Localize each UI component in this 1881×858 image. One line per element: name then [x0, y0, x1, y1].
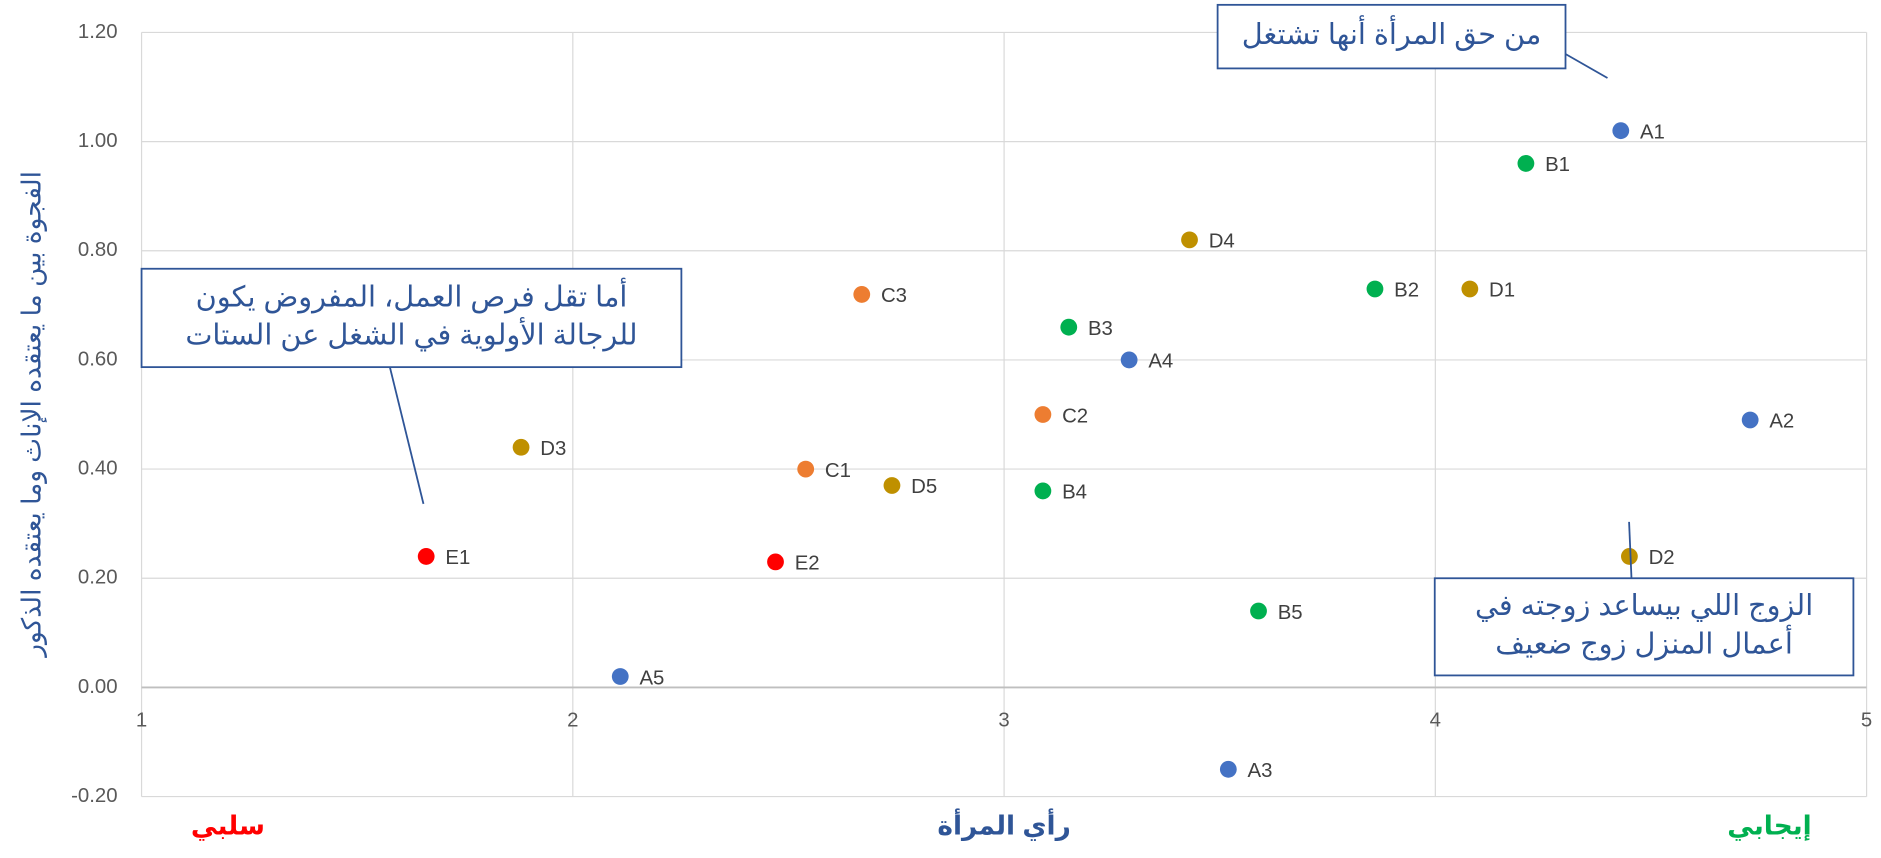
callout-text: من حق المرأة أنها تشتغل: [1242, 14, 1542, 51]
point: [1250, 602, 1267, 620]
point: [797, 460, 815, 478]
point: [1060, 318, 1078, 336]
negative-label: سلبي: [191, 811, 265, 841]
callout-box: [1433, 577, 1855, 677]
callout-text: أعمال المنزل زوج ضعيف: [1495, 624, 1793, 662]
point: [1034, 406, 1052, 423]
x-tick-label: 2: [567, 709, 578, 731]
callout-leader: [1565, 53, 1608, 79]
point-label: A2: [1769, 411, 1794, 433]
point: [1612, 122, 1630, 140]
y-tick-label: -0.20: [71, 785, 117, 807]
x-tick-label: 4: [1430, 709, 1441, 731]
point-label: C1: [825, 460, 851, 482]
point-label: C3: [881, 285, 907, 307]
callout-text: للرجالة الأولوية في الشغل عن الستات: [185, 316, 637, 352]
point-label: A3: [1248, 760, 1273, 782]
point-label: D4: [1209, 231, 1235, 253]
point: [767, 553, 784, 571]
y-tick-label: 0.40: [78, 457, 118, 479]
callout-text: الزوج اللي بيساعد زوجته في: [1475, 590, 1813, 623]
point-label: D2: [1649, 547, 1675, 569]
point: [1517, 155, 1535, 172]
point-label: A1: [1640, 121, 1665, 143]
point: [1120, 351, 1138, 369]
point: [853, 286, 871, 303]
point: [1219, 760, 1237, 778]
point-label: B3: [1088, 318, 1113, 340]
callout-box: [140, 267, 683, 369]
point: [1034, 482, 1052, 500]
x-tick-label: 1: [136, 709, 147, 731]
point: [1621, 548, 1638, 565]
point-label: A5: [639, 667, 664, 689]
point-label: B4: [1062, 482, 1087, 504]
callout-leader: [1628, 521, 1633, 579]
positive-label: إيجابي: [1727, 811, 1811, 842]
y-tick-label: 0.20: [78, 567, 118, 589]
x-tick-label: 3: [998, 709, 1009, 731]
point: [883, 477, 901, 494]
point: [1181, 231, 1198, 249]
point-label: E1: [445, 547, 470, 569]
callout-text: أما تقل فرص العمل، المفروض يكون: [196, 276, 628, 313]
point: [611, 668, 629, 685]
point-label: D1: [1489, 280, 1515, 302]
point: [417, 548, 435, 565]
point-label: B1: [1545, 154, 1570, 176]
point-label: E2: [795, 553, 820, 575]
y-tick-label: 0.00: [78, 676, 118, 698]
point-label: A4: [1148, 351, 1173, 373]
x-axis-label: رأي المرأة: [937, 809, 1070, 842]
point: [512, 438, 530, 456]
y-tick-label: 0.80: [78, 239, 118, 261]
point-label: D5: [911, 476, 937, 498]
y-axis-label: الفجوة بين ما يعتقده الإناث وما يعتقده ا…: [17, 171, 48, 659]
point-label: C2: [1062, 405, 1088, 427]
y-tick-label: 0.60: [78, 348, 118, 370]
point: [1741, 411, 1759, 429]
y-tick-label: 1.20: [78, 21, 118, 43]
callout-box: [1216, 3, 1567, 70]
point-label: B2: [1394, 280, 1419, 302]
point-label: B5: [1278, 602, 1303, 624]
point-label: D3: [540, 438, 566, 460]
callout-leader: [389, 366, 425, 505]
point: [1461, 280, 1479, 298]
point: [1366, 280, 1384, 298]
y-tick-label: 1.00: [78, 130, 118, 152]
x-tick-label: 5: [1861, 709, 1872, 731]
